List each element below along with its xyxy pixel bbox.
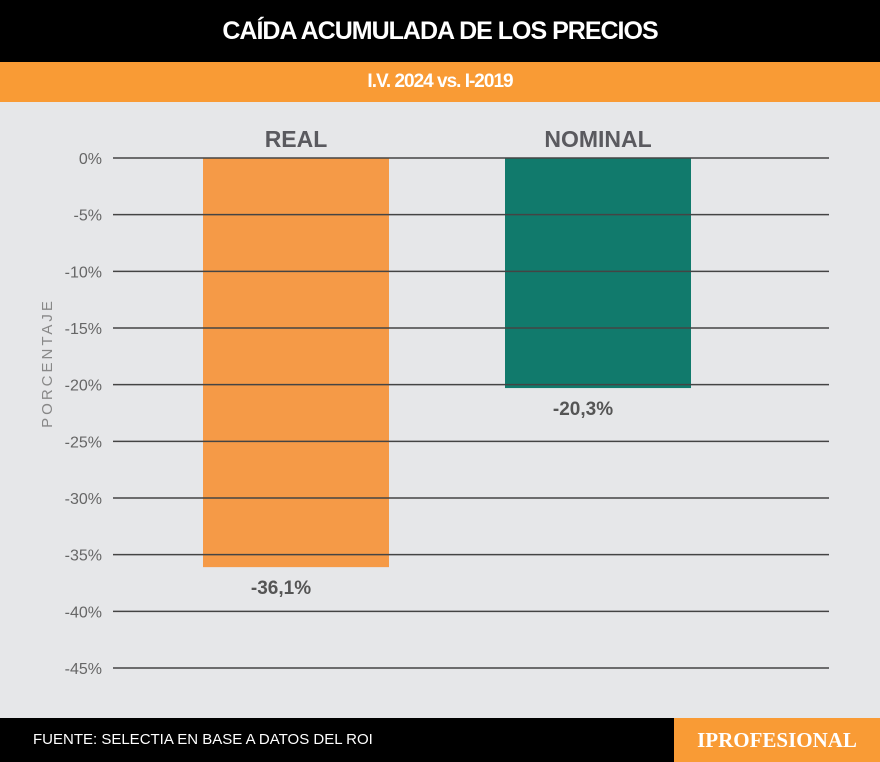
chart-title: CAÍDA ACUMULADA DE LOS PRECIOS [0, 0, 880, 62]
y-tick-label: -40% [65, 604, 102, 621]
footer: FUENTE: SELECTIA EN BASE A DATOS DEL ROI… [0, 718, 880, 762]
data-label: -36,1% [251, 578, 311, 599]
bar-chart: 0% -5% -10% -15% -20% -25% -30% -35% -40% -45% REA… [39, 126, 829, 678]
y-tick-label: -5% [74, 208, 102, 225]
source-text: FUENTE: SELECTIA EN BASE A DATOS DEL ROI [33, 731, 373, 748]
iprofesional-logo: IPROFESIONAL [674, 718, 880, 762]
y-tick-label: -20% [65, 378, 102, 395]
y-tick-label: -35% [65, 548, 102, 565]
y-tick-label: -30% [65, 491, 102, 508]
y-tick-label: -10% [65, 264, 102, 281]
y-tick-label: 0% [79, 151, 102, 168]
category-label: NOMINAL [544, 126, 651, 152]
chart-subtitle: I.V. 2024 vs. I-2019 [0, 62, 880, 102]
y-tick-label: -25% [65, 434, 102, 451]
y-tick-label: -15% [65, 321, 102, 338]
y-tick-label: -45% [65, 661, 102, 678]
data-label: -20,3% [553, 399, 613, 420]
bar-nominal [505, 158, 691, 389]
category-label: REAL [265, 126, 328, 152]
y-axis-label: PORCENTAJE [39, 298, 56, 428]
bar-real [203, 158, 389, 568]
